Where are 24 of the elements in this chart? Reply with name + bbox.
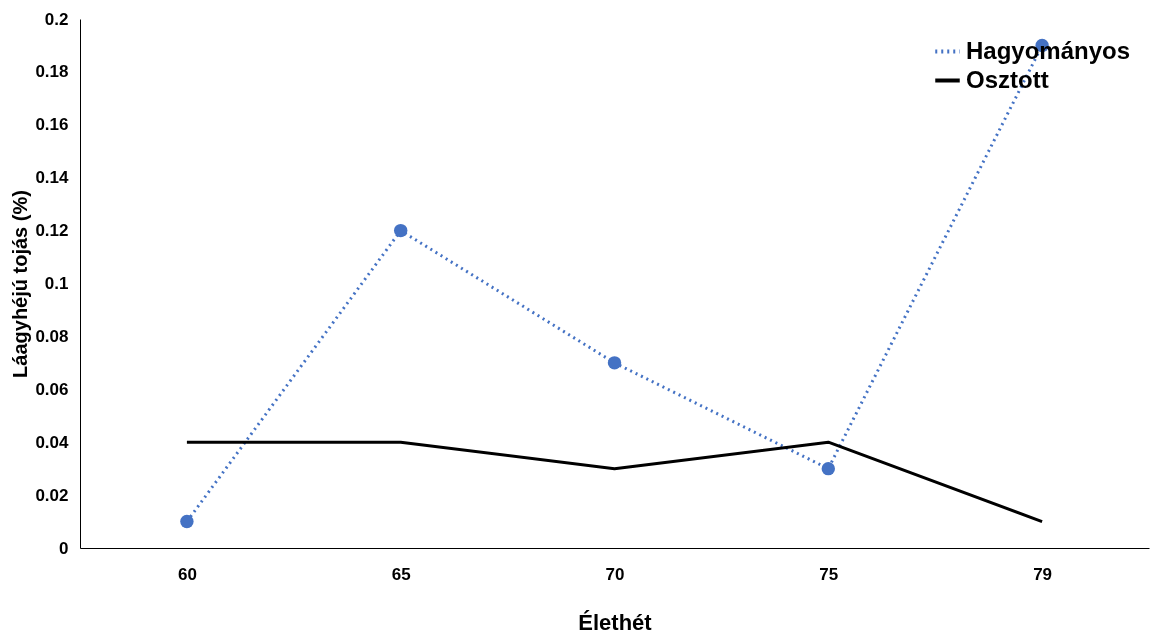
x-tick-label: 79 (1033, 564, 1053, 584)
y-tick-label: 0 (59, 538, 69, 558)
point (607, 356, 622, 370)
x-tick-label: 60 (177, 564, 197, 584)
point (393, 223, 408, 238)
y-tick-label: 0.12 (35, 221, 69, 241)
x-tick-label: 75 (819, 564, 839, 584)
y-axis-title: Láagyhéjú tojás (%) (9, 190, 32, 378)
y-tick-label: 0.2 (44, 9, 69, 29)
y-tick-label: 0.02 (35, 485, 69, 505)
y-tick-label: 0.16 (35, 115, 69, 135)
y-tick-label: 0.04 (35, 432, 70, 452)
y-tick-label: 0.1 (44, 274, 69, 293)
y-tick-label: 0.06 (35, 379, 69, 399)
point (821, 461, 836, 476)
y-tick-label: 0.14 (35, 168, 70, 188)
y-tick-label: 0.18 (35, 62, 69, 82)
legend-label: Osztott (966, 65, 1049, 93)
point (180, 514, 194, 529)
x-tick-label: 65 (391, 564, 411, 584)
x-tick-label: 70 (605, 564, 625, 584)
legend-label: Hagyományos (966, 36, 1131, 64)
y-tick-label: 0.08 (35, 326, 69, 346)
x-axis-title: Élethét (578, 609, 653, 635)
